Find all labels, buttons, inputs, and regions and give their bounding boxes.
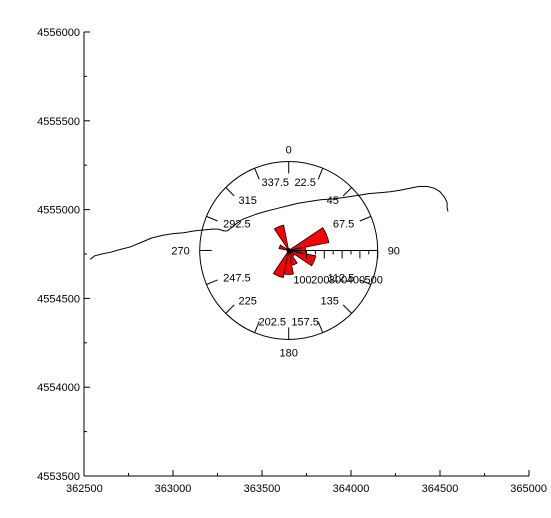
- y-tick-label: 4554000: [37, 382, 80, 394]
- y-tick-label: 4554500: [37, 293, 80, 305]
- x-tick-label: 365000: [510, 483, 547, 495]
- radial-tick-label: 200: [311, 274, 329, 286]
- x-tick-label: 364000: [333, 483, 370, 495]
- direction-label: 225: [238, 296, 256, 308]
- rose-petal: [273, 224, 290, 251]
- y-tick-label: 4553500: [37, 471, 80, 483]
- x-tick-label: 362500: [66, 483, 103, 495]
- direction-tick: [317, 168, 324, 180]
- direction-label: 292.5: [223, 218, 251, 230]
- radial-tick-label: 300: [329, 274, 347, 286]
- y-tick-label: 4555000: [37, 205, 80, 217]
- direction-tick: [342, 304, 352, 314]
- rose-petal: [272, 250, 290, 278]
- direction-label: 180: [280, 347, 298, 359]
- y-tick-label: 4556000: [37, 27, 80, 39]
- coastline: [89, 186, 449, 260]
- direction-label: 315: [238, 195, 256, 207]
- direction-label: 67.5: [333, 218, 354, 230]
- radial-tick-label: 400: [347, 274, 365, 286]
- direction-tick: [317, 321, 324, 333]
- direction-tick: [254, 168, 260, 180]
- x-tick-label: 364500: [422, 483, 459, 495]
- radial-tick-label: 100: [293, 274, 311, 286]
- direction-tick: [225, 187, 235, 197]
- x-tick-label: 363000: [155, 483, 192, 495]
- direction-tick: [254, 321, 260, 333]
- labels: 362500 363000 363500 364000 364500 365000 4553…: [37, 27, 547, 495]
- x-tick-label: 363500: [244, 483, 281, 495]
- direction-label: 270: [171, 245, 189, 257]
- direction-label: 202.5: [258, 316, 286, 328]
- direction-label: 337.5: [262, 177, 290, 189]
- direction-label: 22.5: [294, 177, 315, 189]
- y-tick-label: 4555500: [37, 116, 80, 128]
- rose-petal: [288, 250, 317, 267]
- direction-tick: [225, 304, 235, 314]
- rose-petals: [272, 224, 330, 278]
- map-frame: [83, 31, 530, 477]
- radial-tick-label: 500: [365, 274, 383, 286]
- coastline-line: [89, 186, 449, 260]
- direction-label: 90: [388, 245, 400, 257]
- direction-label: 112.5: [328, 273, 355, 285]
- direction-tick: [206, 279, 218, 285]
- direction-label: 135: [321, 296, 339, 308]
- direction-label: 247.5: [223, 273, 251, 285]
- direction-tick: [359, 279, 372, 285]
- rose-petal: [288, 227, 330, 251]
- direction-tick: [342, 187, 352, 197]
- direction-tick: [206, 215, 218, 222]
- radial-axis: [288, 249, 379, 259]
- direction-label: 45: [327, 195, 339, 207]
- direction-tick: [359, 215, 372, 222]
- direction-label: 157.5: [291, 316, 319, 328]
- direction-label: 0: [286, 144, 292, 156]
